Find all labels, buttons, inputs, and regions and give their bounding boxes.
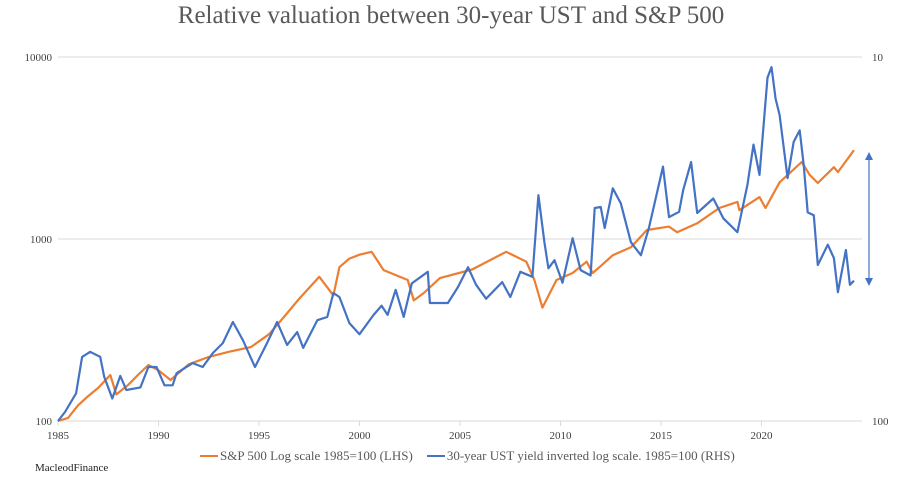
x-tick-label: 1990 <box>148 430 171 442</box>
series-line-ust-yield <box>57 65 855 422</box>
x-tick-label: 2000 <box>349 430 372 442</box>
legend: S&P 500 Log scale 1985=100 (LHS) 30-year… <box>200 448 735 464</box>
arrow-up-head <box>865 152 873 160</box>
x-tick-label: 2005 <box>449 430 472 442</box>
y-left-tick-label: 100 <box>36 416 53 428</box>
arrow-down-head <box>865 278 873 286</box>
x-tick-label: 1985 <box>47 430 70 442</box>
legend-item-ust: 30-year UST yield inverted log scale. 19… <box>426 448 735 464</box>
x-tick-label: 2015 <box>650 430 673 442</box>
y-right-tick-label: 100 <box>872 416 889 428</box>
range-arrow <box>865 152 873 286</box>
x-tick-label: 2020 <box>751 430 774 442</box>
source-credit: MacleodFinance <box>35 462 109 474</box>
legend-label: 30-year UST yield inverted log scale. 19… <box>446 448 735 463</box>
series-line-sp500 <box>57 149 855 423</box>
y-left-tick-label: 1000 <box>30 234 53 246</box>
legend-label: S&P 500 Log scale 1985=100 (LHS) <box>220 448 413 463</box>
y-left-tick-label: 10000 <box>25 52 53 64</box>
legend-swatch-blue <box>426 455 445 457</box>
x-tick-label: 2010 <box>550 430 573 442</box>
legend-item-sp500: S&P 500 Log scale 1985=100 (LHS) <box>200 448 413 464</box>
chart-title: Relative valuation between 30-year UST a… <box>177 2 725 29</box>
x-tick-label: 1995 <box>248 430 271 442</box>
legend-swatch-orange <box>200 455 218 457</box>
y-right-tick-label: 10 <box>872 52 884 64</box>
